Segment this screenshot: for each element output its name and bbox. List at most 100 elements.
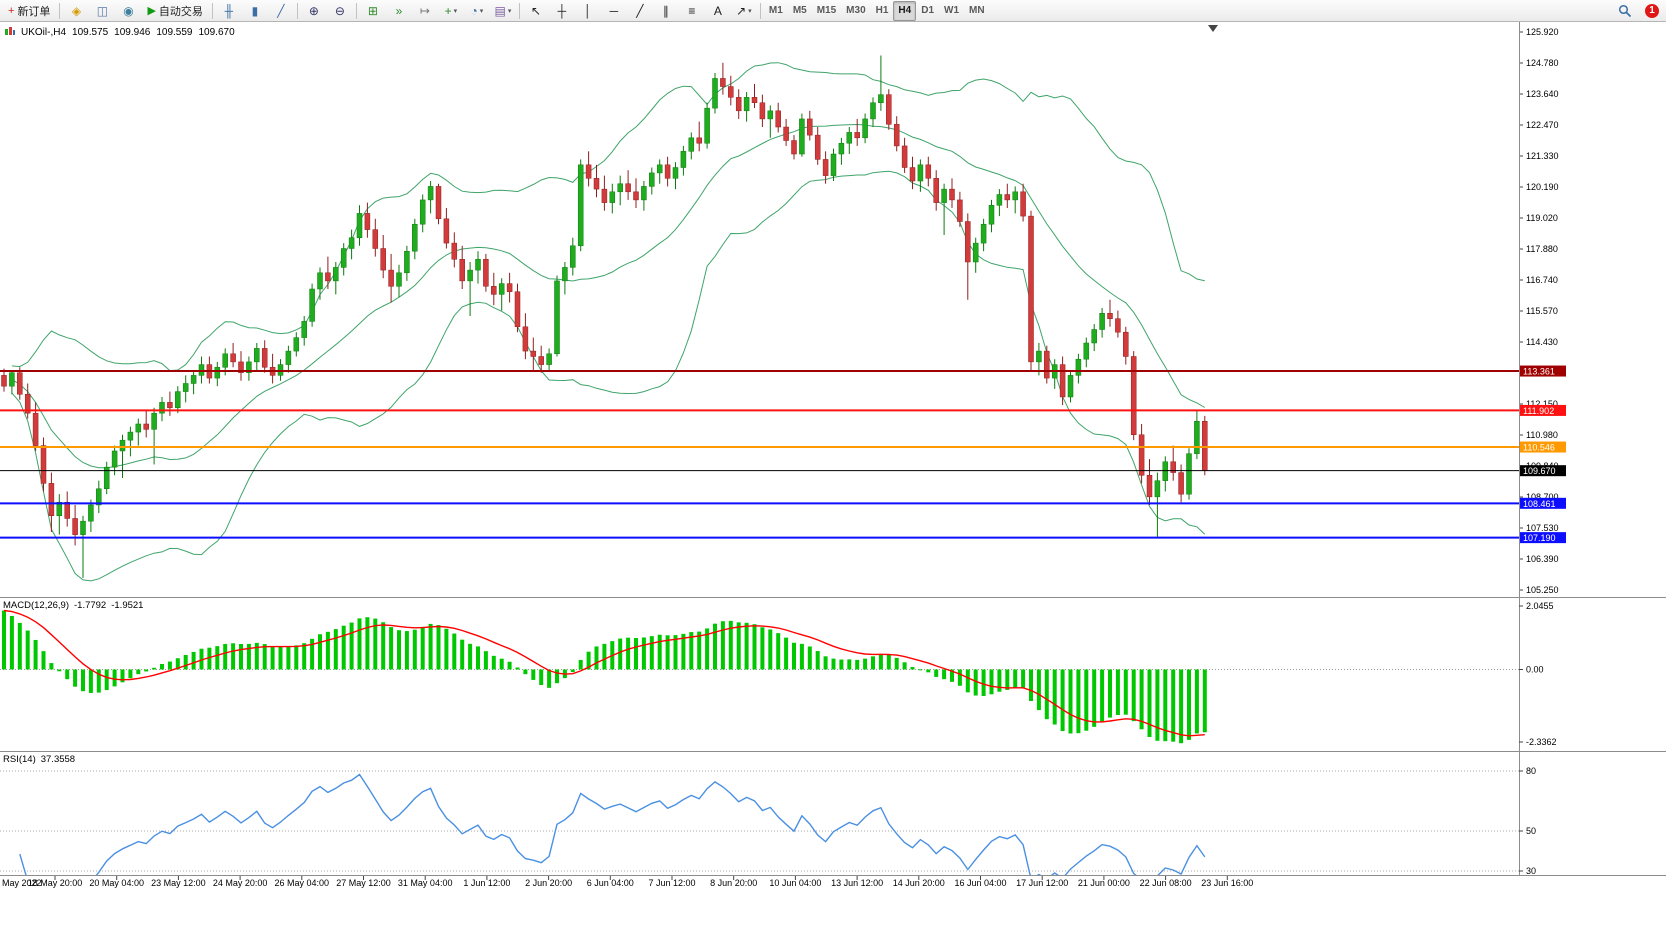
timeframe-h4-button[interactable]: H4	[893, 0, 917, 21]
chart-header: UKOil-,H4 109.575 109.946 109.559 109.67…	[4, 26, 235, 38]
rsi-panel[interactable]	[0, 770, 1519, 914]
horizontal-line-button[interactable]: ─	[601, 1, 627, 21]
bar-chart-button[interactable]: ╫	[216, 1, 242, 21]
macd-signal-line	[3, 609, 1205, 737]
data-window-button[interactable]: ◫	[89, 1, 115, 21]
fibonacci-button[interactable]: ≡	[679, 1, 705, 21]
time-axis-label: May 2022	[2, 878, 42, 888]
macd-signal-value: -1.9521	[111, 600, 144, 611]
price-tag	[1520, 465, 1566, 477]
vertical-line-button[interactable]: │	[575, 1, 601, 21]
time-axis-label: 21 Jun 00:00	[1078, 878, 1130, 888]
chart-shift-icon: ↦	[419, 3, 430, 18]
timeframe-m1-button[interactable]: M1	[768, 5, 783, 16]
time-axis-label: 23 May 12:00	[151, 878, 206, 888]
macd-panel[interactable]	[0, 609, 1519, 744]
ohlc-low: 109.559	[156, 26, 193, 38]
chevron-down-icon: ▾	[507, 7, 512, 15]
main-price-panel[interactable]	[0, 25, 1519, 582]
rsi-line	[19, 773, 1206, 875]
autotrading-button[interactable]: ▶ 自动交易	[141, 1, 208, 21]
vertical-line-icon: │	[584, 3, 592, 18]
zoom-out-button[interactable]: ⊖	[327, 1, 353, 21]
rsi-panel-label[interactable]: RSI(14) 37.3558	[3, 754, 75, 765]
notification-badge[interactable]: 1	[1645, 3, 1659, 18]
toolbar-separator	[759, 2, 761, 19]
crosshair-button[interactable]: ┼	[549, 1, 575, 21]
time-axis-label: 7 Jun 12:00	[648, 878, 695, 888]
auto-scroll-button[interactable]: »	[386, 1, 412, 21]
line-chart-button[interactable]: ╱	[268, 1, 294, 21]
candlestick-button[interactable]: ▮	[242, 1, 268, 21]
rsi-label: RSI(14)	[3, 754, 36, 765]
macd-panel-label[interactable]: MACD(12,26,9) -1.7792 -1.9521	[3, 600, 143, 611]
chevron-down-icon: ▾	[748, 7, 752, 15]
macd-axis-label: 0.00	[1526, 664, 1544, 674]
navigator-icon: ◉	[123, 3, 134, 18]
text-button[interactable]: A	[705, 1, 731, 21]
channel-button[interactable]: ∥	[653, 1, 679, 21]
indicators-button[interactable]: + ▾	[438, 1, 464, 21]
candlestick-series	[1, 55, 1208, 578]
arrows-button[interactable]: ↗ ▾	[731, 1, 757, 21]
new-order-button-label: 新订单	[17, 5, 51, 18]
timeframe-m30-button[interactable]: M30	[846, 5, 866, 16]
price-axis-label: 123.640	[1526, 89, 1559, 99]
chevron-down-icon: ▾	[479, 7, 484, 15]
timeframe-d1-button[interactable]: D1	[921, 5, 935, 16]
zoom-in-button[interactable]: ⊕	[301, 1, 327, 21]
timeframe-m5-button[interactable]: M5	[792, 5, 807, 16]
price-tag-label: 107.190	[1523, 533, 1556, 543]
trendline-icon: ╱	[636, 3, 644, 18]
timeframe-mn-button[interactable]: MN	[969, 5, 985, 16]
toolbar-separator	[355, 2, 357, 19]
ohlc-high: 109.946	[114, 26, 151, 38]
price-axis-label: 112.150	[1526, 399, 1558, 409]
time-axis-label: 17 Jun 12:00	[1016, 878, 1068, 888]
chart-symbol-period: UKOil-,H4	[21, 26, 67, 38]
autotrading-button-label: 自动交易	[158, 5, 203, 18]
chart-shift-button[interactable]: ↦	[412, 1, 438, 21]
time-axis-label: 14 Jun 20:00	[893, 878, 945, 888]
macd-histogram	[2, 610, 1207, 744]
templates-button[interactable]: ▤ ▾	[490, 1, 516, 21]
zoom-in-icon: ⊕	[308, 3, 319, 18]
price-axis-label: 114.430	[1526, 337, 1558, 347]
time-axis-label: 13 Jun 12:00	[831, 878, 883, 888]
price-tag-label: 110.546	[1523, 443, 1555, 453]
search-button[interactable]	[1612, 1, 1638, 21]
price-tag	[1520, 365, 1566, 377]
tile-windows-icon: ⊞	[367, 3, 378, 18]
time-axis-label: 2 Jun 20:00	[525, 878, 572, 888]
market-watch-button[interactable]: ◈	[63, 1, 89, 21]
tile-windows-button[interactable]: ⊞	[360, 1, 386, 21]
ohlc-open: 109.575	[72, 26, 109, 38]
time-axis-label: 10 Jun 04:00	[769, 878, 821, 888]
timeframe-h1-button[interactable]: H1	[875, 5, 889, 16]
time-axis-label: 31 May 04:00	[398, 878, 453, 888]
toolbar-separator	[211, 2, 213, 19]
rsi-axis-label: 80	[1526, 766, 1536, 776]
time-axis-label: 6 Jun 04:00	[587, 878, 634, 888]
templates-icon: ▤	[494, 3, 506, 18]
chart-icon	[4, 26, 16, 38]
timeframe-w1-button[interactable]: W1	[944, 5, 960, 16]
timeframe-m15-button[interactable]: M15	[816, 5, 837, 16]
macd-label: MACD(12,26,9)	[3, 600, 69, 611]
periods-button[interactable]: ◔ ▾	[464, 1, 490, 21]
time-axis-label: 26 May 04:00	[275, 878, 330, 888]
new-order-button[interactable]: + 新订单	[2, 1, 56, 21]
trendline-button[interactable]: ╱	[627, 1, 653, 21]
navigator-button[interactable]: ◉	[115, 1, 141, 21]
price-axis-label: 117.880	[1526, 244, 1558, 254]
time-axis-label: 18 May 20:00	[28, 878, 83, 888]
rsi-axis-label: 50	[1526, 826, 1536, 836]
time-axis-label: 23 Jun 16:00	[1201, 878, 1253, 888]
market-watch-icon: ◈	[71, 3, 82, 18]
price-axis-label: 122.470	[1526, 120, 1559, 130]
cursor-button[interactable]: ↖	[523, 1, 549, 21]
macd-value: -1.7792	[74, 600, 107, 611]
chart-shift-marker[interactable]	[1208, 25, 1218, 32]
